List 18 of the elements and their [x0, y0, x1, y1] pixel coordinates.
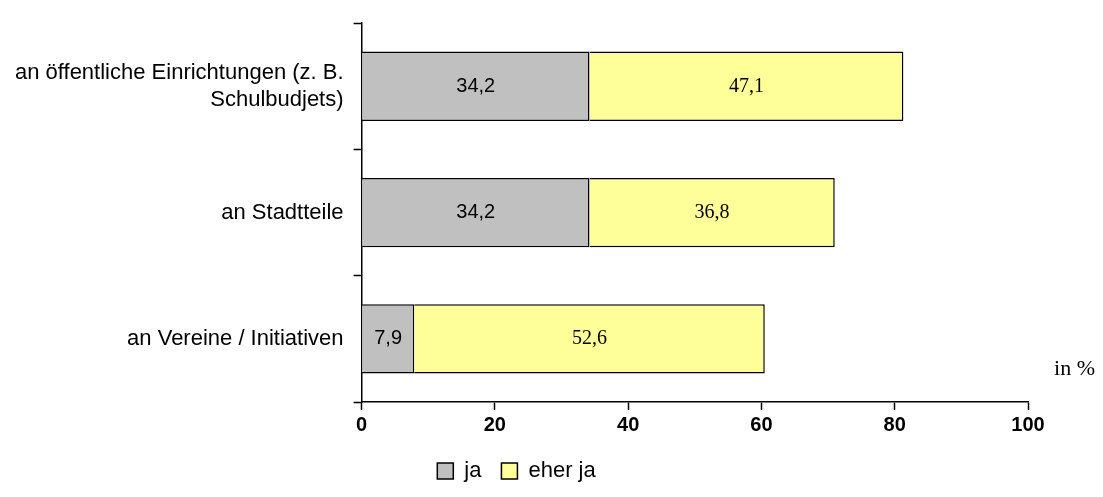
data-label: 47,1 — [728, 73, 764, 96]
x-tick-label: 40 — [617, 412, 640, 435]
legend-label: eher ja — [528, 457, 597, 483]
data-label: 52,6 — [571, 326, 607, 349]
y-tick-label: an Stadtteile — [221, 198, 344, 224]
data-label: 34,2 — [456, 73, 496, 96]
x-tick-label: 60 — [750, 412, 773, 435]
text: in % — [1054, 354, 1095, 380]
y-tick-label: an Vereine / Initiativen — [127, 324, 344, 350]
legend-label: ja — [463, 457, 483, 483]
data-label: 36,8 — [694, 199, 730, 222]
x-tick-label: 100 — [1011, 412, 1045, 435]
x-tick-label: 80 — [883, 412, 906, 435]
data-label: 34,2 — [456, 200, 496, 223]
x-tick-label: 0 — [356, 412, 368, 435]
x-tick-label: 20 — [483, 412, 506, 435]
y-tick-label: an öffentliche Einrichtungen (z. B. Schulbudjets) — [14, 59, 344, 111]
data-label: 7,9 — [374, 326, 403, 349]
